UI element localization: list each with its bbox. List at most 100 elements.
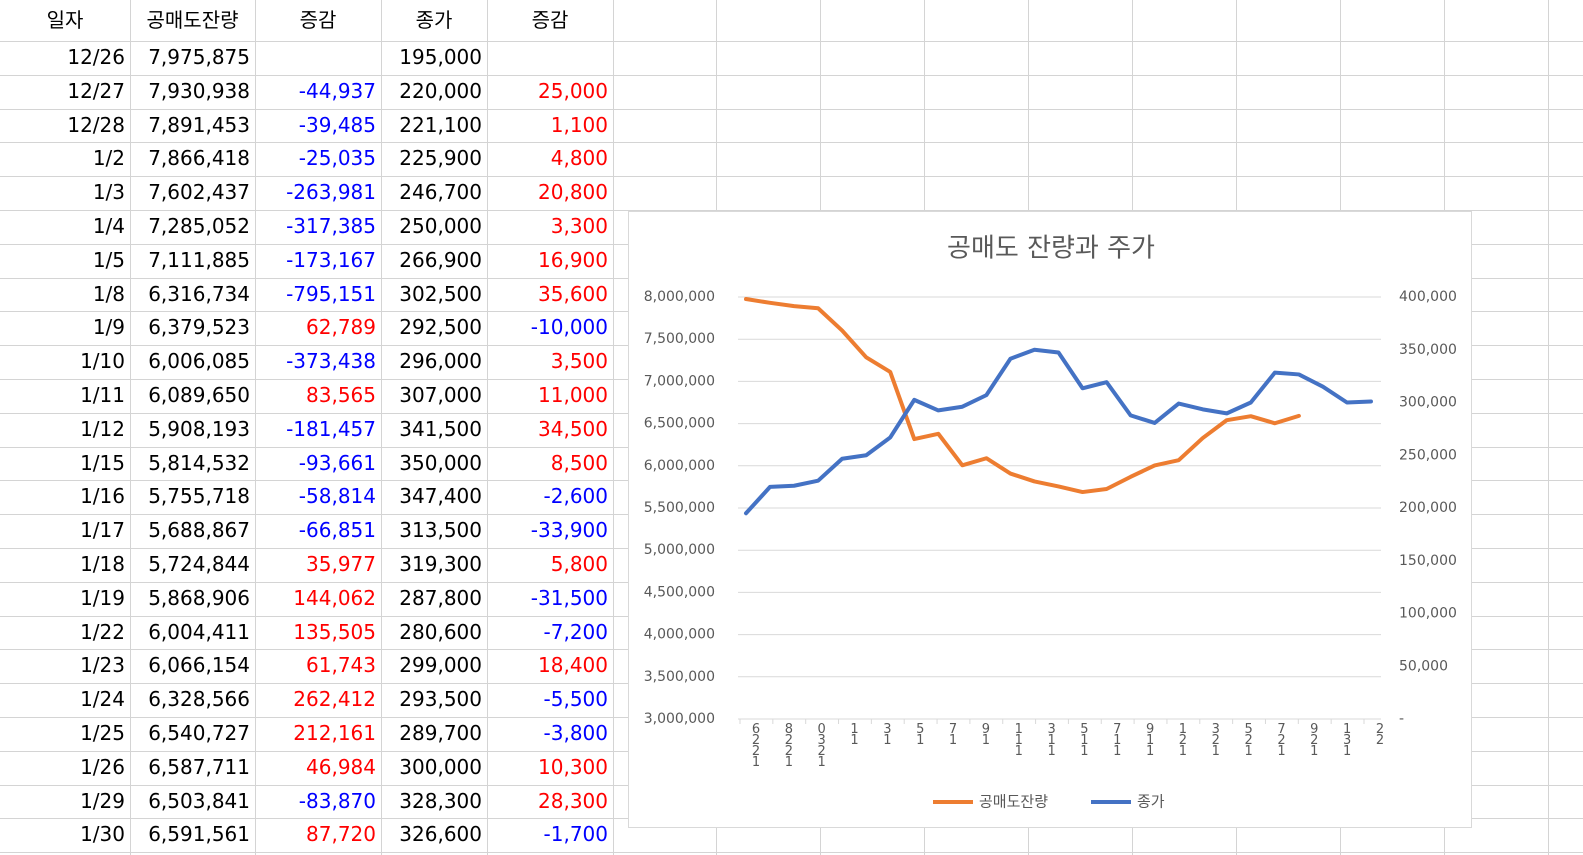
number-cell: 1,100 [550,112,608,137]
number-cell: -263,981 [286,180,376,205]
date-cell: 1/4 [92,214,125,238]
number-cell: 6,089,650 [148,383,250,407]
number-cell: 347,400 [399,484,482,509]
column-border [1548,0,1549,855]
number-cell: 8,500 [550,450,608,475]
number-cell: 4,800 [550,146,608,171]
number-cell: -31,500 [530,585,608,610]
y2-tick-label: 300,000 [1399,395,1457,411]
y2-tick-label: 50,000 [1399,658,1448,674]
chart: 공매도 잔량과 주가 3,000,000 3,500,000 4,000,000 4,… [644,234,1457,811]
date-cell: 1/26 [80,754,125,779]
date-cell: 1/22 [80,619,125,644]
line-series [744,347,1373,516]
number-cell: 7,285,052 [148,214,250,238]
number-cell: -93,661 [298,450,376,475]
y-tick-label: 8,000,000 [644,289,715,305]
number-cell: 280,600 [399,619,482,644]
row-border [0,852,1583,854]
number-cell: 135,505 [293,619,376,644]
number-cell: 7,111,885 [148,247,250,272]
y-tick-label: 4,500,000 [644,584,715,600]
number-cell: 7,891,453 [148,112,250,137]
column-header: 공매도잔량 [146,8,239,32]
number-cell: 25,000 [538,78,608,103]
y-tick-label: 5,000,000 [644,542,715,558]
number-cell: -33,900 [530,518,608,543]
number-cell: 6,316,734 [148,281,250,306]
date-cell: 1/3 [92,180,125,205]
column-border [130,0,131,855]
chart-container: 공매도 잔량과 주가 3,000,000 3,500,000 4,000,000 4,… [628,211,1472,828]
number-cell: 6,328,566 [148,687,250,712]
number-cell: 16,900 [538,247,608,272]
number-cell: -2,600 [543,484,608,509]
number-cell: -58,814 [298,484,376,509]
number-cell: 87,720 [306,822,376,847]
date-cell: 1/30 [80,822,125,847]
row-border [0,74,1583,76]
date-cell: 1/29 [80,788,125,813]
number-cell: 299,000 [399,653,482,678]
row-border [0,142,1583,144]
y-tick-label: 6,000,000 [644,458,715,474]
row-border [0,210,1583,211]
number-cell: 6,379,523 [148,315,250,340]
number-cell: 34,500 [538,416,608,441]
number-cell: 46,984 [306,754,376,779]
column-header: 증감 [299,8,337,32]
number-cell: -66,851 [298,518,376,543]
date-cell: 12/26 [67,45,125,69]
number-cell: 5,908,193 [148,416,250,441]
y-tick-label: 3,000,000 [644,711,715,727]
number-cell: 266,900 [399,247,482,272]
legend-label: 종가 [1137,793,1165,811]
column-border [487,0,488,855]
y2-tick-label: 400,000 [1399,289,1457,305]
number-cell: 6,004,411 [148,619,250,644]
number-cell: 326,600 [399,822,482,847]
number-cell: -1,700 [543,822,608,847]
number-cell: 5,814,532 [148,450,250,475]
date-cell: 1/16 [80,484,125,509]
number-cell: 3,500 [550,349,608,374]
date-cell: 1/19 [80,585,125,610]
number-cell: 307,000 [399,383,482,407]
number-cell: 221,100 [399,112,482,137]
date-cell: 1/18 [80,552,125,576]
date-cell: 1/9 [92,315,125,340]
row-border [0,41,1583,42]
date-cell: 1/24 [80,687,125,712]
number-cell: 144,062 [293,585,376,610]
number-cell: 262,412 [293,687,376,712]
number-cell: 296,000 [399,349,482,374]
number-cell: 5,800 [550,552,608,576]
column-header: 증감 [531,8,569,32]
number-cell: 10,300 [538,754,608,779]
number-cell: -3,800 [543,721,608,745]
number-cell: 341,500 [399,416,482,441]
number-cell: 6,587,711 [148,754,250,779]
date-cell: 12/27 [67,78,125,103]
number-cell: 319,300 [399,552,482,576]
y2-tick-label: 250,000 [1399,447,1457,463]
number-cell: -25,035 [298,146,376,171]
number-cell: 212,161 [293,721,376,745]
number-cell: -5,500 [543,687,608,712]
date-cell: 1/12 [80,416,125,441]
date-cell: 1/8 [92,281,125,306]
number-cell: -173,167 [286,247,376,272]
number-cell: 302,500 [399,281,482,306]
number-cell: 6,503,841 [148,788,250,813]
date-cell: 1/23 [80,653,125,678]
number-cell: 35,977 [306,552,376,576]
column-border [255,0,256,855]
number-cell: 18,400 [538,653,608,678]
date-cell: 1/5 [92,247,125,272]
